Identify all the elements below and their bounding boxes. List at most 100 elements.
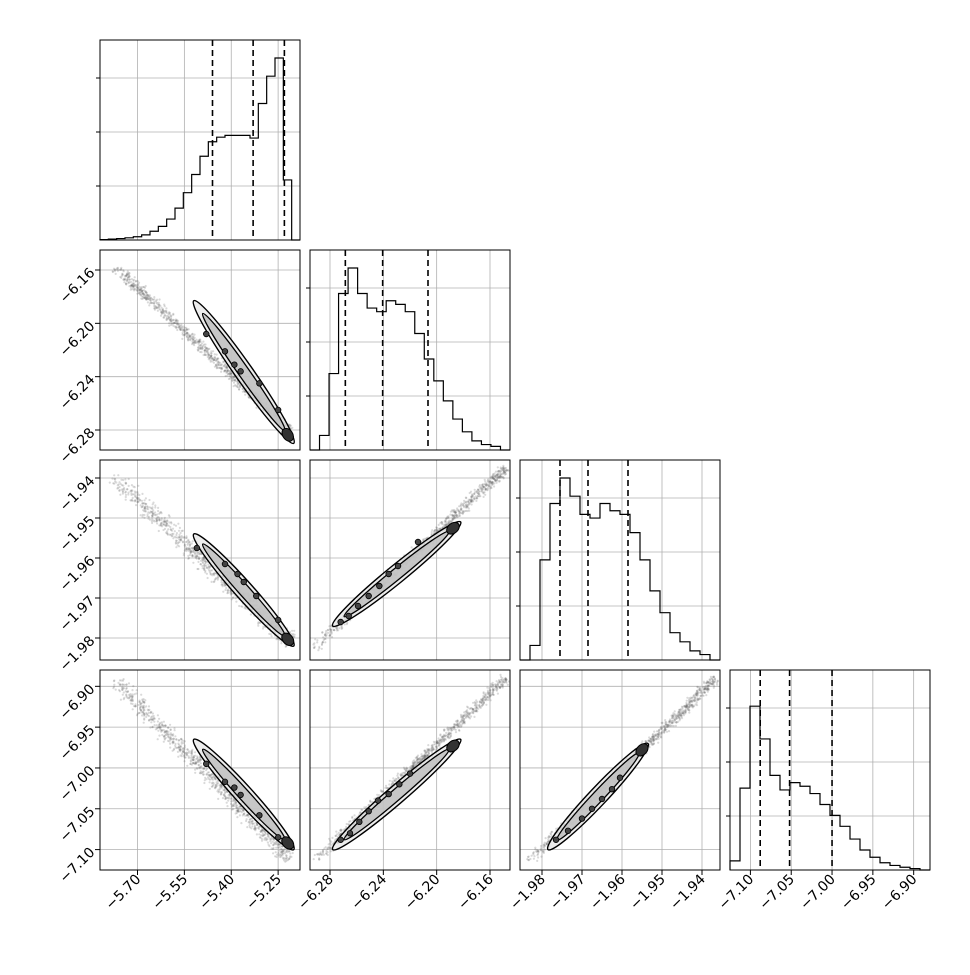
sample-point xyxy=(135,504,137,506)
sample-point xyxy=(385,785,387,787)
sample-point xyxy=(113,680,115,682)
sample-point xyxy=(126,278,128,280)
sample-point xyxy=(169,526,171,528)
sample-point xyxy=(143,722,145,724)
sample-point xyxy=(154,504,156,506)
sample-point xyxy=(202,562,204,564)
sample-point xyxy=(204,570,206,572)
sample-point xyxy=(226,805,228,807)
sample-point xyxy=(399,773,401,775)
sample-point xyxy=(115,689,117,691)
sample-point xyxy=(133,282,135,284)
sample-point xyxy=(127,493,129,495)
sample-point xyxy=(153,305,155,307)
sample-point xyxy=(316,641,318,643)
sample-point xyxy=(206,773,208,775)
sample-point xyxy=(150,511,152,513)
sample-point xyxy=(250,613,252,615)
sample-point xyxy=(174,326,176,328)
sample-point xyxy=(115,481,117,483)
sample-point xyxy=(322,850,324,852)
sample-point xyxy=(256,824,258,826)
sample-point xyxy=(436,742,438,744)
sample-point xyxy=(161,522,163,524)
sample-point xyxy=(125,499,127,501)
sample-point xyxy=(145,298,147,300)
sample-point xyxy=(322,636,324,638)
sample-point xyxy=(190,549,192,551)
sample-point xyxy=(459,515,461,517)
sample-point xyxy=(157,720,159,722)
panel-3-density-dot xyxy=(346,613,352,619)
sample-point xyxy=(661,722,663,724)
sample-point xyxy=(482,704,484,706)
sample-point xyxy=(177,523,179,525)
sample-point xyxy=(120,679,122,681)
sample-point xyxy=(155,514,157,516)
sample-point xyxy=(444,738,446,740)
sample-point xyxy=(180,539,182,541)
sample-point xyxy=(259,836,261,838)
sample-point xyxy=(173,727,175,729)
sample-point xyxy=(200,759,202,761)
sample-point xyxy=(121,686,123,688)
sample-point xyxy=(496,680,498,682)
sample-point xyxy=(455,511,457,513)
sample-point xyxy=(438,524,440,526)
sample-point xyxy=(329,840,331,842)
sample-point xyxy=(460,505,462,507)
sample-point xyxy=(431,531,433,533)
sample-point xyxy=(111,478,113,480)
sample-point xyxy=(143,717,145,719)
sample-point xyxy=(161,734,163,736)
sample-point xyxy=(411,546,413,548)
sample-point xyxy=(113,684,115,686)
histogram-panel-3 xyxy=(516,460,720,660)
sample-point xyxy=(211,786,213,788)
sample-point xyxy=(192,333,194,335)
sample-point xyxy=(182,530,184,532)
sample-point xyxy=(168,322,170,324)
sample-point xyxy=(177,751,179,753)
sample-point xyxy=(150,721,152,723)
panel-3-density-dot xyxy=(377,583,383,589)
sample-point xyxy=(492,682,494,684)
sample-point xyxy=(265,837,267,839)
sample-point xyxy=(220,371,222,373)
sample-point xyxy=(318,647,320,649)
sample-point xyxy=(184,332,186,334)
sample-point xyxy=(227,369,229,371)
sample-point xyxy=(238,388,240,390)
panel-4-density-dot xyxy=(232,785,238,791)
sample-point xyxy=(491,476,493,478)
sample-point xyxy=(444,521,446,523)
sample-point xyxy=(483,691,485,693)
sample-point xyxy=(229,377,231,379)
sample-point xyxy=(185,535,187,537)
sample-point xyxy=(451,509,453,511)
sample-point xyxy=(479,484,481,486)
sample-point xyxy=(167,736,169,738)
sample-point xyxy=(150,507,152,509)
sample-point xyxy=(173,749,175,751)
sample-point xyxy=(270,837,272,839)
sample-point xyxy=(199,553,201,555)
sample-point xyxy=(424,750,426,752)
sample-point xyxy=(123,697,125,699)
sample-point xyxy=(134,491,136,493)
sample-point xyxy=(507,684,509,686)
sample-point xyxy=(245,820,247,822)
sample-point xyxy=(166,522,168,524)
sample-point xyxy=(178,541,180,543)
panel-3-density-dot xyxy=(355,603,361,609)
sample-point xyxy=(130,285,132,287)
sample-point xyxy=(215,784,217,786)
sample-point xyxy=(250,818,252,820)
sample-point xyxy=(175,534,177,536)
sample-point xyxy=(292,852,294,854)
panel-5-density-dot xyxy=(357,819,363,825)
sample-point xyxy=(467,715,469,717)
sample-point xyxy=(118,490,120,492)
sample-point xyxy=(450,735,452,737)
sample-point xyxy=(465,717,467,719)
